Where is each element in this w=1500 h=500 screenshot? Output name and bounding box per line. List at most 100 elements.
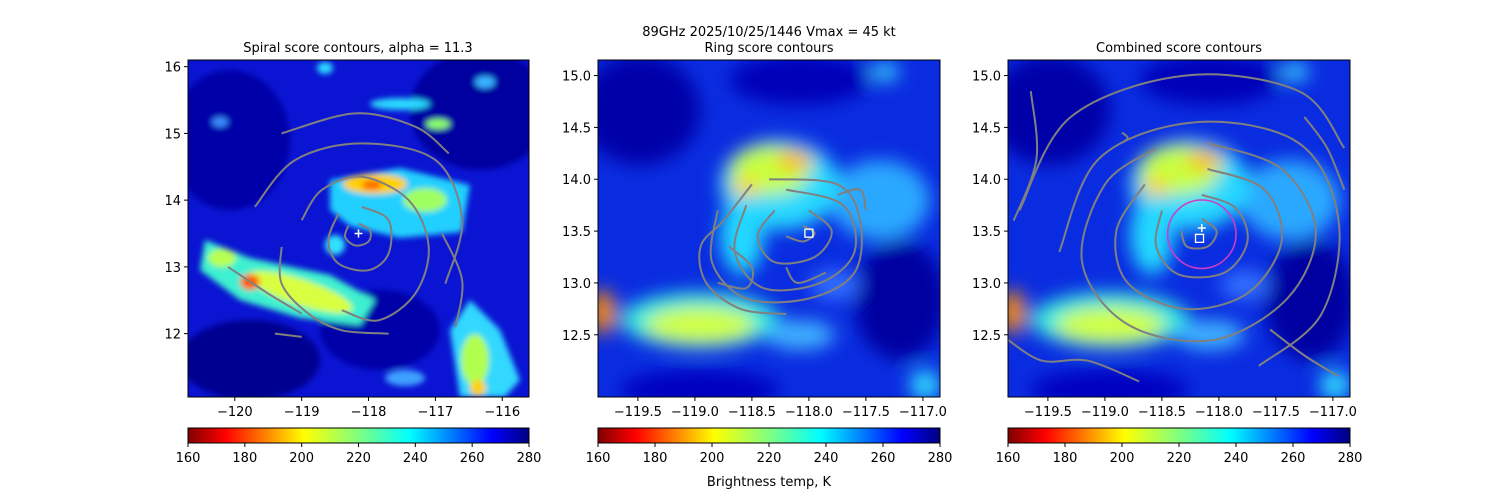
colorbar-tick-label: 280 (517, 451, 542, 466)
x-axis-ticks: −119.5 −119.0 −118.5 −118.0 −117.5 −117.0 (1024, 397, 1357, 420)
y-tick-label: 14.0 (972, 173, 1001, 188)
brightness-field (598, 60, 940, 397)
colorbar-ticks: 160 180 200 220 240 260 280 (996, 443, 1363, 466)
colorbar-tick-label: 280 (1338, 451, 1363, 466)
contour-line (1058, 120, 1341, 367)
x-axis-ticks: −120 −119 −118 −117 −116 (217, 397, 520, 420)
plot-frame (187, 59, 530, 398)
contour-line (709, 178, 863, 304)
y-tick-label: 14.5 (562, 121, 591, 136)
x-tick-label: −118.0 (785, 405, 833, 420)
x-tick-label: −119.5 (614, 405, 662, 420)
center-markers (804, 228, 814, 238)
contour-line (281, 112, 450, 155)
center-markers (354, 229, 363, 238)
colorbar-tick-label: 240 (1224, 451, 1249, 466)
contour-line (1114, 167, 1284, 311)
colorbar-tick-label: 260 (1281, 451, 1306, 466)
colorbar-label: Brightness temp, K (707, 475, 832, 490)
colorbar-tick-label: 260 (460, 451, 485, 466)
y-tick-label: 14 (164, 194, 181, 209)
contour-line (1180, 217, 1218, 250)
colorbar-tick-label: 260 (871, 451, 896, 466)
contour-line (756, 209, 833, 265)
y-tick-label: 12.5 (972, 329, 1001, 344)
colorbar-tick-label: 160 (996, 451, 1021, 466)
contour-lines (1008, 73, 1346, 383)
colorbar-tick-label: 160 (586, 451, 611, 466)
panel-combined: Combined score contours −119.5 −119.0 −118… (972, 41, 1362, 466)
x-tick-label: −120 (217, 405, 253, 420)
ring-circle (1166, 199, 1237, 270)
panel-title: Spiral score contours, alpha = 11.3 (243, 41, 472, 56)
contour-line (785, 266, 827, 284)
brightness-field (188, 60, 529, 397)
y-tick-label: 15 (164, 127, 181, 142)
colorbar (597, 427, 941, 444)
contour-line (1080, 142, 1317, 343)
contour-lines (227, 112, 464, 338)
contour-line (1008, 339, 1140, 383)
y-tick-label: 13.0 (562, 277, 591, 292)
y-tick-label: 15.0 (562, 70, 591, 85)
brightness-field (1008, 60, 1350, 397)
y-tick-label: 15.0 (972, 70, 1001, 85)
x-tick-label: −119.0 (1081, 405, 1129, 420)
contour-line (227, 266, 303, 315)
contour-line (300, 175, 430, 322)
colorbar-tick-label: 180 (643, 451, 668, 466)
contour-line (1012, 91, 1039, 222)
colorbar-tick-label: 240 (814, 451, 839, 466)
panel-title: Ring score contours (704, 41, 833, 56)
y-tick-label: 13.5 (972, 225, 1001, 240)
x-tick-label: −118.0 (1195, 405, 1243, 420)
colorbar-ticks: 160 180 200 220 240 260 280 (176, 443, 542, 466)
contour-line (274, 332, 302, 338)
figure-suptitle: 89GHz 2025/10/25/1446 Vmax = 45 kt (642, 25, 896, 40)
x-tick-label: −117.5 (1252, 405, 1300, 420)
center-plus-marker (1197, 223, 1206, 232)
contour-line (343, 222, 372, 247)
y-tick-label: 13.5 (562, 225, 591, 240)
contour-line (278, 246, 389, 335)
colorbar-tick-label: 220 (757, 451, 782, 466)
contour-line (1154, 193, 1249, 279)
contour-line (837, 188, 867, 211)
contour-line (1303, 116, 1346, 190)
x-tick-label: −118 (351, 405, 387, 420)
contour-line (1269, 328, 1340, 378)
y-tick-label: 14.0 (562, 173, 591, 188)
contour-line (327, 205, 393, 272)
x-tick-label: −116 (484, 405, 520, 420)
contour-line (698, 183, 787, 315)
x-tick-label: −117.0 (1309, 405, 1357, 420)
colorbar-tick-label: 200 (1110, 451, 1135, 466)
colorbar (1007, 427, 1351, 444)
center-square-marker (804, 228, 814, 238)
y-tick-label: 12 (164, 328, 181, 343)
contour-line (1018, 73, 1346, 211)
colorbar (187, 427, 530, 444)
y-tick-label: 13 (164, 261, 181, 276)
contour-line (254, 142, 464, 284)
x-tick-label: −118.5 (1138, 405, 1186, 420)
y-tick-label: 16 (164, 61, 181, 76)
colorbar-tick-label: 160 (176, 451, 201, 466)
y-axis-ticks: 12.5 13.0 13.5 14.0 14.5 15.0 (562, 70, 598, 344)
colorbar-tick-label: 220 (1167, 451, 1192, 466)
x-axis-ticks: −119.5 −119.0 −118.5 −118.0 −117.5 −117.0 (614, 397, 947, 420)
x-tick-label: −119.0 (671, 405, 719, 420)
panel-ring: Ring score contours −119.5 −119.0 −118.5 −1… (562, 41, 952, 490)
x-tick-label: −119 (284, 405, 320, 420)
colorbar-tick-label: 200 (289, 451, 314, 466)
center-plus-marker (354, 229, 363, 238)
contour-lines (698, 178, 867, 315)
x-tick-label: −117.0 (899, 405, 947, 420)
y-axis-ticks: 12.5 13.0 13.5 14.0 14.5 15.0 (972, 70, 1008, 344)
contour-line (717, 245, 754, 290)
x-tick-label: −117 (418, 405, 454, 420)
y-tick-label: 14.5 (972, 121, 1001, 136)
center-markers (1166, 199, 1237, 270)
colorbar-tick-label: 280 (928, 451, 953, 466)
